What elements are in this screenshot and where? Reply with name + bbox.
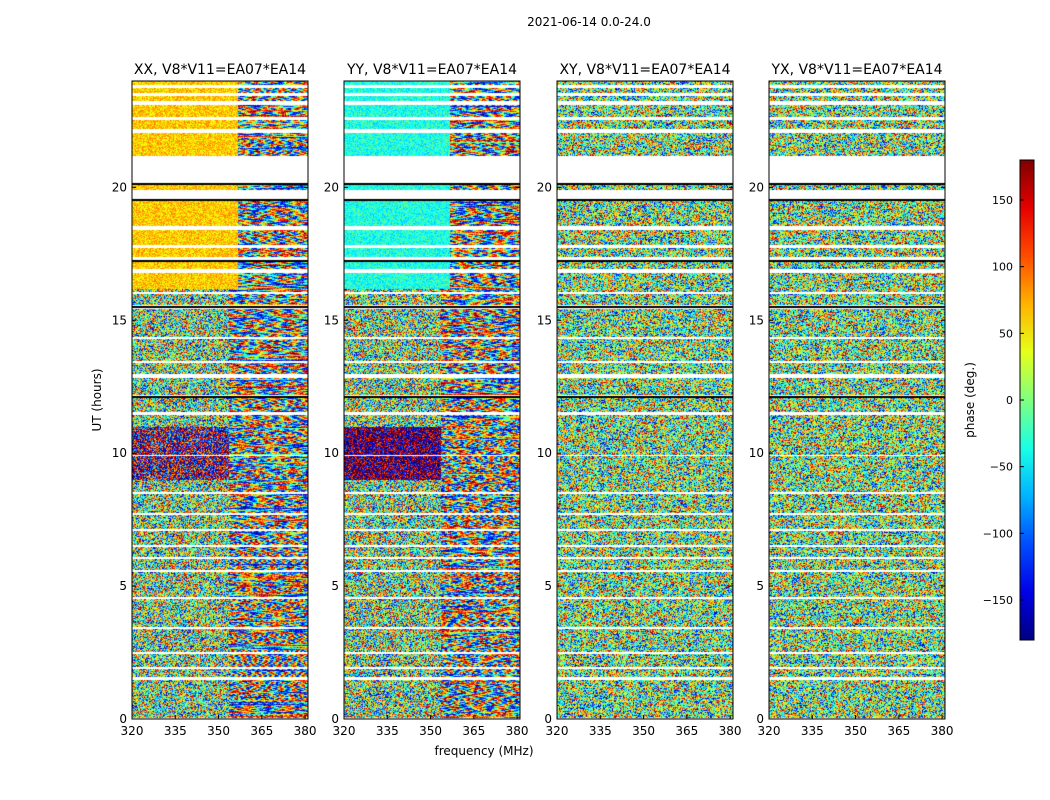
panel-title: YY, V8*V11=EA07*EA14 <box>346 62 517 78</box>
x-tick-label: 365 <box>462 724 485 738</box>
y-tick-label: 20 <box>324 180 339 194</box>
x-tick-label: 335 <box>164 724 187 738</box>
colorbar-tick-label: 150 <box>992 194 1013 207</box>
x-tick-label: 320 <box>758 724 781 738</box>
y-tick-label: 0 <box>119 712 127 726</box>
y-tick-label: 10 <box>112 446 127 460</box>
y-tick-label: 0 <box>756 712 764 726</box>
colorbar-tick-label: −50 <box>990 461 1013 474</box>
y-tick-label: 20 <box>749 180 764 194</box>
colorbar-tick-label: 50 <box>999 327 1013 340</box>
y-tick-label: 10 <box>324 446 339 460</box>
y-tick-label: 0 <box>331 712 339 726</box>
x-tick-label: 320 <box>546 724 569 738</box>
y-tick-label: 5 <box>331 579 339 593</box>
panel-yy: YY, V8*V11=EA07*EA14 320 335 350 365 380 0 5 10 1… <box>324 62 529 738</box>
x-tick-label: 380 <box>294 724 317 738</box>
x-tick-label: 335 <box>801 724 824 738</box>
panel-yx: YX, V8*V11=EA07*EA14 320 335 350 365 380 0 5 10 1… <box>749 62 954 738</box>
x-tick-label: 320 <box>333 724 356 738</box>
x-tick-label: 335 <box>589 724 612 738</box>
panel-frame <box>768 80 946 720</box>
y-tick-label: 5 <box>119 579 127 593</box>
colorbar: 150 100 50 0 −50 −100 −150 phase (deg.) <box>963 159 1035 641</box>
colorbar-tick-label: 100 <box>992 261 1013 274</box>
panel-title: XY, V8*V11=EA07*EA14 <box>559 62 730 78</box>
phase-heatmap-yy <box>344 81 520 719</box>
panel-xx: XX, V8*V11=EA07*EA14 320 335 350 365 380 0 5 10 1… <box>112 62 317 738</box>
y-tick-label: 20 <box>112 180 127 194</box>
colorbar-label: phase (deg.) <box>963 362 977 438</box>
y-tick-label: 20 <box>537 180 552 194</box>
panel-frame <box>131 80 309 720</box>
y-tick-label: 0 <box>544 712 552 726</box>
x-tick-label: 365 <box>675 724 698 738</box>
colorbar-tick-label: −150 <box>983 594 1013 607</box>
x-tick-label: 335 <box>376 724 399 738</box>
phase-heatmap-xx <box>132 81 308 719</box>
x-tick-label: 350 <box>419 724 442 738</box>
x-axis-label: frequency (MHz) <box>434 744 533 758</box>
panel-frame <box>556 80 734 720</box>
y-tick-label: 15 <box>324 313 339 327</box>
y-axis-label: UT (hours) <box>90 368 104 431</box>
colorbar-tick-label: 0 <box>1006 394 1013 407</box>
y-tick-label: 15 <box>112 313 127 327</box>
x-tick-label: 380 <box>506 724 529 738</box>
panels-group: XX, V8*V11=EA07*EA14 320 335 350 365 380 0 5 10 1… <box>112 62 954 738</box>
panel-title: XX, V8*V11=EA07*EA14 <box>134 62 306 78</box>
phase-heatmap-xy <box>557 81 733 719</box>
panel-xy: XY, V8*V11=EA07*EA14 320 335 350 365 380 0 5 10 1… <box>537 62 742 738</box>
y-tick-label: 5 <box>756 579 764 593</box>
panel-frame <box>343 80 521 720</box>
phase-heatmap-yx <box>769 81 945 719</box>
x-tick-label: 365 <box>250 724 273 738</box>
y-tick-label: 10 <box>749 446 764 460</box>
x-tick-label: 380 <box>719 724 742 738</box>
y-tick-label: 15 <box>537 313 552 327</box>
y-tick-label: 15 <box>749 313 764 327</box>
x-tick-label: 350 <box>632 724 655 738</box>
x-tick-label: 350 <box>844 724 867 738</box>
y-tick-label: 5 <box>544 579 552 593</box>
x-tick-label: 380 <box>931 724 954 738</box>
figure-suptitle: 2021-06-14 0.0-24.0 <box>527 15 651 29</box>
x-tick-label: 320 <box>121 724 144 738</box>
colorbar-tick-label: −100 <box>983 527 1013 540</box>
x-tick-label: 350 <box>207 724 230 738</box>
y-tick-label: 10 <box>537 446 552 460</box>
x-tick-label: 365 <box>887 724 910 738</box>
panel-title: YX, V8*V11=EA07*EA14 <box>770 62 942 78</box>
